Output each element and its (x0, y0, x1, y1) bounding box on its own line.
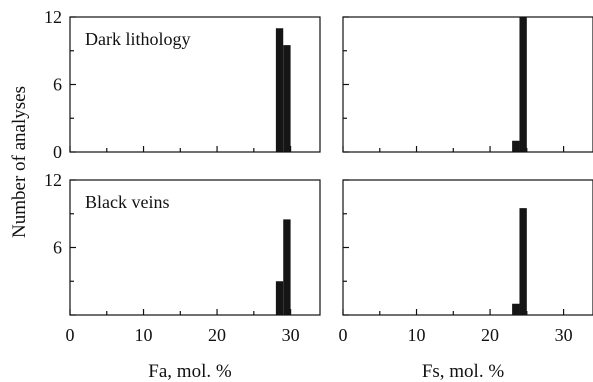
y-tick-label: 0 (53, 142, 62, 162)
y-tick-label: 6 (53, 238, 62, 258)
histogram-bar (275, 28, 284, 152)
y-tick-label: 12 (44, 170, 62, 190)
histogram-bar (275, 281, 284, 315)
histogram-bar (519, 17, 527, 152)
x-tick-label: 30 (555, 325, 573, 345)
y-tick-label: 12 (44, 7, 62, 27)
panel-4: 0 10 20 30 Fs, mol. % (339, 179, 593, 382)
x-tick-label: 20 (481, 325, 499, 345)
panel-2 (342, 16, 593, 153)
x-tick-label: 10 (408, 325, 426, 345)
plot-frame (342, 179, 593, 316)
x-tick-label: 10 (135, 325, 153, 345)
panels-group: 0 6 12 Dark lithology 0 10 20 30 6 12 Black veins F… (44, 7, 593, 382)
panel-label: Black veins (85, 192, 169, 212)
histogram-bar (283, 219, 291, 316)
x-tick-label: 30 (282, 325, 300, 345)
panel-1: 0 6 12 Dark lithology (44, 7, 321, 162)
histogram-bar (512, 140, 520, 152)
x-axis-title: Fa, mol. % (148, 361, 232, 382)
x-tick-label: 20 (208, 325, 226, 345)
histogram-bar (512, 303, 520, 315)
x-tick-label: 0 (339, 325, 348, 345)
y-tick-label: 6 (53, 75, 62, 95)
x-tick-label: 0 (66, 325, 75, 345)
y-axis-title: Number of analyses (9, 86, 30, 238)
x-axis-title: Fs, mol. % (422, 361, 505, 382)
panel-label: Dark lithology (85, 29, 191, 49)
histogram-bar (283, 45, 291, 153)
histogram-bar (519, 208, 527, 316)
panel-3: 0 10 20 30 6 12 Black veins Fa, mol. % (44, 170, 321, 382)
plot-frame (342, 16, 593, 153)
